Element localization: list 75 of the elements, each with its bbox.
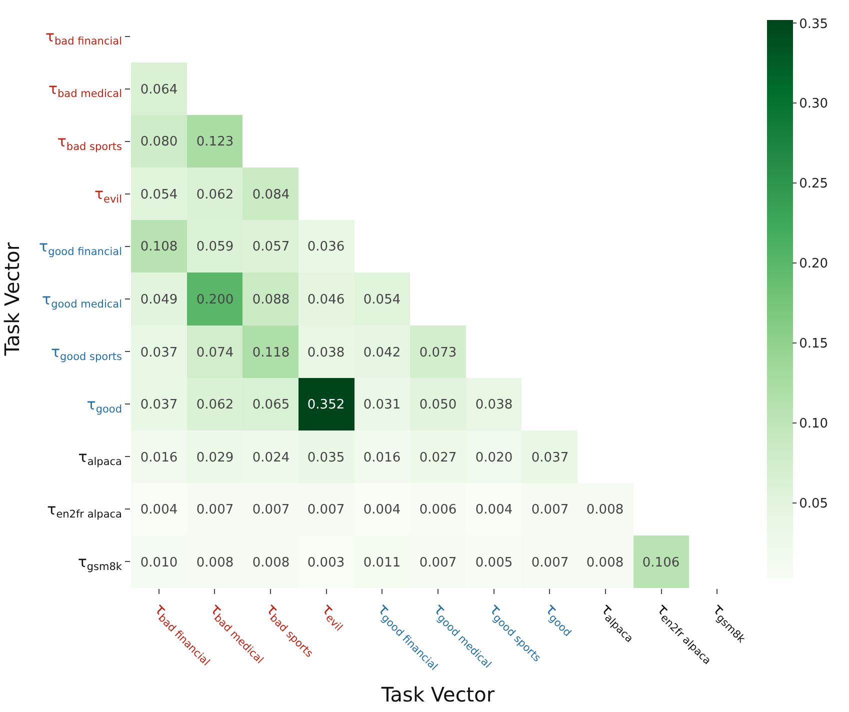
y-tick-label: τ$_{bad sports}$ (57, 132, 122, 153)
data-label: 0.008 (586, 502, 624, 518)
data-label: 0.038 (307, 346, 345, 361)
color-bar-label: 0.25 (799, 176, 828, 192)
data-label: 0.200 (196, 292, 234, 308)
data-label: 0.007 (419, 556, 457, 571)
color-bar-label: 0.30 (799, 96, 828, 112)
data-label: 0.038 (475, 398, 513, 413)
data-label: 0.080 (140, 134, 178, 150)
color-bar-label: 0.15 (799, 336, 828, 352)
data-label: 0.036 (307, 240, 345, 255)
data-label: 0.005 (475, 556, 513, 571)
data-label: 0.035 (307, 450, 345, 466)
data-label: 0.059 (196, 240, 234, 255)
data-label: 0.046 (307, 292, 345, 308)
color-bar-label: 0.20 (799, 256, 828, 272)
data-label: 0.024 (252, 450, 290, 466)
y-tick-label: τ$_{good medical}$ (42, 290, 122, 310)
data-label: 0.054 (140, 188, 178, 203)
y-tick-label: τ$_{evil}$ (94, 185, 122, 206)
data-label: 0.004 (363, 502, 401, 518)
data-label: 0.004 (475, 502, 513, 518)
y-tick-label: τ$_{gsm8k}$ (78, 552, 123, 574)
data-label: 0.027 (419, 450, 457, 466)
data-label: 0.006 (419, 502, 457, 518)
data-label: 0.011 (363, 556, 401, 571)
color-bar-label: 0.35 (799, 16, 828, 32)
data-label: 0.037 (531, 450, 569, 466)
data-label: 0.054 (363, 292, 401, 308)
data-label: 0.050 (419, 398, 457, 413)
data-label: 0.003 (307, 556, 345, 571)
data-label: 0.062 (196, 398, 234, 413)
data-label: 0.010 (140, 556, 178, 571)
y-tick-label: τ$_{en2fr alpaca}$ (47, 500, 122, 521)
data-label: 0.073 (419, 346, 457, 361)
color-bar-label: 0.10 (799, 416, 828, 432)
data-label: 0.042 (363, 346, 401, 361)
y-tick-label: τ$_{alpaca}$ (78, 448, 122, 468)
data-label: 0.008 (586, 556, 624, 571)
data-label: 0.074 (196, 346, 234, 361)
data-label: 0.007 (196, 502, 234, 518)
data-label: 0.004 (140, 502, 178, 518)
data-label: 0.352 (307, 398, 345, 413)
data-label: 0.008 (252, 556, 290, 571)
data-label: 0.062 (196, 188, 234, 203)
data-label: 0.007 (252, 502, 290, 518)
y-tick-label: τ$_{good financial}$ (39, 238, 122, 258)
data-label: 0.088 (252, 292, 290, 308)
data-label: 0.106 (642, 556, 680, 571)
data-label: 0.007 (531, 556, 569, 571)
data-label: 0.123 (196, 134, 234, 150)
data-label: 0.064 (140, 82, 178, 98)
data-label: 0.031 (363, 398, 401, 413)
data-label: 0.007 (531, 502, 569, 518)
data-label: 0.057 (252, 240, 290, 255)
data-label: 0.037 (140, 346, 178, 361)
data-label: 0.084 (252, 188, 290, 203)
y-axis-title: Task Vector (0, 242, 24, 357)
y-tick-label: τ$_{bad medical}$ (48, 80, 122, 100)
data-label: 0.049 (140, 292, 178, 308)
data-label: 0.108 (140, 240, 178, 255)
data-label: 0.118 (252, 346, 290, 361)
y-tick-label: τ$_{good}$ (86, 395, 122, 416)
y-tick-label: τ$_{bad financial}$ (45, 28, 122, 48)
data-label: 0.007 (307, 502, 345, 518)
color-bar-label: 0.05 (799, 496, 828, 512)
data-label: 0.020 (475, 450, 513, 466)
data-label: 0.016 (140, 450, 178, 466)
y-tick-label: τ$_{good sports}$ (50, 342, 122, 363)
data-label: 0.037 (140, 398, 178, 413)
x-axis-title: Task Vector (380, 682, 496, 706)
data-label: 0.016 (363, 450, 401, 466)
data-label: 0.065 (252, 398, 290, 413)
data-label: 0.008 (196, 556, 234, 571)
data-label: 0.029 (196, 450, 234, 466)
